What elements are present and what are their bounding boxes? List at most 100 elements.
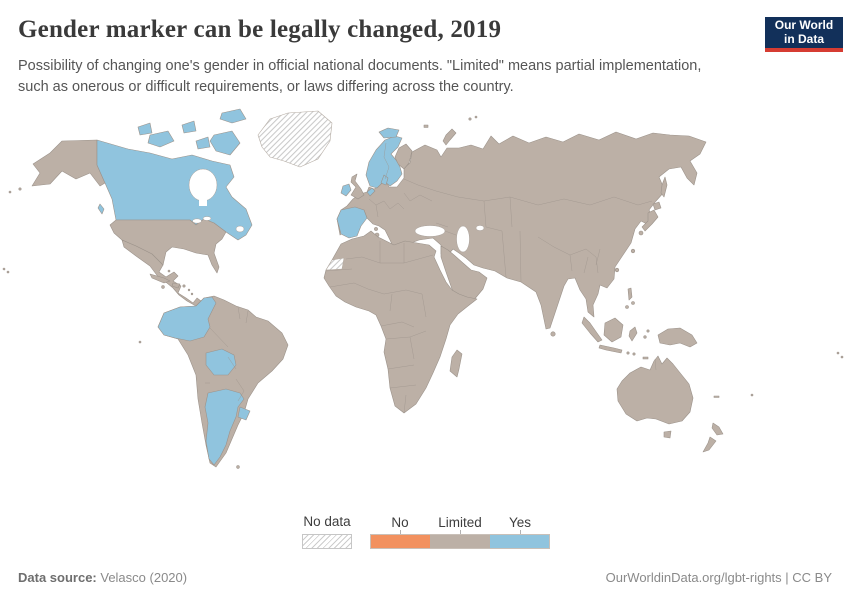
map-region-moluccas[interactable] — [643, 335, 647, 339]
map-region-taiwan[interactable] — [630, 248, 636, 254]
owid-logo: Our World in Data — [765, 17, 843, 52]
legend-category-swatch — [490, 534, 550, 549]
map-region-japan-hokkaido[interactable] — [652, 201, 662, 211]
map-region-colombia-ecuador[interactable] — [157, 296, 217, 342]
map-region-sakhalin[interactable] — [660, 176, 668, 198]
map-region-hainan[interactable] — [614, 267, 620, 273]
map-region-bahamas[interactable] — [167, 269, 171, 273]
map-region-lesser-sunda[interactable] — [632, 352, 636, 356]
data-source: Data source: Velasco (2020) — [18, 570, 187, 585]
owid-logo-line2: in Data — [783, 31, 824, 46]
map-region-ellesmere[interactable] — [219, 108, 247, 124]
map-region-timor[interactable] — [642, 356, 649, 360]
map-region-fiji[interactable] — [750, 393, 754, 397]
map-region-western-sahara[interactable] — [325, 257, 345, 271]
map-region-united-kingdom[interactable] — [350, 173, 365, 200]
map-region-australia[interactable] — [616, 355, 694, 425]
legend-tick — [519, 530, 521, 534]
map-region-corsica[interactable] — [374, 227, 378, 231]
map-region-sri-lanka[interactable] — [550, 331, 556, 337]
legend-category-label: No — [391, 515, 409, 530]
map-region-uruguay[interactable] — [237, 406, 251, 421]
map-region-novaya-zemlya[interactable] — [442, 128, 457, 146]
map-region-norway-sweden[interactable] — [365, 135, 403, 189]
legend-no-data[interactable]: No data — [302, 514, 352, 549]
map-region-netherlands-belgium[interactable] — [366, 187, 376, 197]
map-region-finland[interactable] — [394, 143, 413, 170]
map-region-arabian-peninsula[interactable] — [440, 245, 488, 307]
legend-tick — [399, 530, 401, 534]
map-region-arctic-islands[interactable] — [137, 122, 153, 136]
map-region-bolivia[interactable] — [205, 348, 237, 376]
map-region-africa[interactable] — [323, 230, 478, 414]
legend-no-data-label: No data — [303, 514, 351, 529]
map-region-japan-honshu[interactable] — [641, 209, 659, 232]
owid-logo-line1: Our World — [774, 18, 834, 33]
map-region-arctic-islands[interactable] — [181, 120, 197, 134]
map-region-philippines[interactable] — [625, 305, 629, 309]
map-region-antilles[interactable] — [190, 292, 194, 296]
map-region-greenland[interactable] — [257, 110, 333, 168]
map-region-aleutians[interactable] — [18, 187, 22, 191]
map-region-denmark[interactable] — [380, 174, 389, 186]
map-region-jamaica[interactable] — [161, 285, 165, 289]
data-source-label: Data source: — [18, 570, 97, 585]
map-region-tasmania[interactable] — [663, 430, 672, 439]
map-legend: No data No Limited Yes — [302, 514, 550, 549]
legend-category-swatch — [370, 534, 430, 549]
map-region-pacific-islands[interactable] — [840, 355, 844, 359]
map-region-baffin-island[interactable] — [209, 130, 241, 156]
map-region-arctic-islands[interactable] — [147, 130, 175, 148]
legend-category-label: Yes — [508, 515, 532, 530]
map-region-philippines[interactable] — [627, 287, 633, 301]
legend-category-yes[interactable]: Yes — [490, 515, 550, 549]
chart-footer: Data source: Velasco (2020) OurWorldinDa… — [18, 570, 832, 585]
map-region-sulawesi[interactable] — [628, 326, 638, 342]
map-region-new-zealand-south[interactable] — [702, 436, 717, 453]
map-region-new-zealand-north[interactable] — [711, 422, 724, 436]
map-region-hispaniola[interactable] — [171, 282, 181, 289]
legend-tick — [459, 530, 461, 534]
data-source-value: Velasco (2020) — [96, 570, 188, 585]
legend-category-no[interactable]: No — [370, 515, 430, 549]
country-borders — [205, 142, 657, 414]
map-region-madagascar[interactable] — [449, 349, 463, 378]
legend-category-swatch — [430, 534, 490, 549]
legend-category-label: Limited — [438, 515, 482, 530]
map-region-antilles[interactable] — [187, 288, 191, 292]
map-region-iceland[interactable] — [378, 127, 400, 139]
map-region-puerto-rico[interactable] — [182, 284, 186, 288]
map-region-moluccas[interactable] — [646, 329, 650, 333]
map-region-ireland[interactable] — [340, 183, 352, 197]
map-region-cuba[interactable] — [149, 273, 171, 284]
legend-no-data-swatch — [302, 534, 352, 549]
map-region-falklands[interactable] — [236, 465, 240, 469]
map-region-svalbard[interactable] — [423, 124, 429, 128]
map-region-new-guinea[interactable] — [657, 327, 698, 348]
chart-subtitle: Possibility of changing one's gender in … — [18, 58, 702, 96]
map-region-new-caledonia[interactable] — [713, 395, 720, 398]
map-region-franz-josef[interactable] — [474, 115, 478, 119]
map-region-alaska[interactable] — [31, 139, 106, 187]
map-region-arctic-islands[interactable] — [195, 136, 211, 150]
map-region-galapagos[interactable] — [138, 340, 142, 344]
credit-link[interactable]: OurWorldinData.org/lgbt-rights | CC BY — [605, 570, 832, 585]
legend-categories: No Limited Yes — [370, 515, 550, 549]
map-region-vancouver-island[interactable] — [97, 203, 105, 215]
map-region-aleutians[interactable] — [8, 190, 12, 194]
page-title: Gender marker can be legally changed, 20… — [18, 16, 502, 43]
map-region-pacific-islands[interactable] — [836, 351, 840, 355]
map-region-japan-kyushu[interactable] — [638, 230, 644, 236]
map-region-philippines[interactable] — [631, 301, 635, 305]
map-region-lesser-sunda[interactable] — [626, 351, 630, 355]
world-choropleth-map[interactable] — [0, 107, 850, 512]
map-region-borneo[interactable] — [603, 317, 624, 343]
map-region-sumatra[interactable] — [581, 316, 603, 343]
map-region-hawaii[interactable] — [2, 267, 6, 271]
map-region-spain-portugal[interactable] — [336, 206, 368, 239]
map-region-franz-josef[interactable] — [468, 117, 472, 121]
map-region-java[interactable] — [598, 344, 623, 354]
legend-category-limited[interactable]: Limited — [430, 515, 490, 549]
map-region-hawaii[interactable] — [6, 270, 10, 274]
